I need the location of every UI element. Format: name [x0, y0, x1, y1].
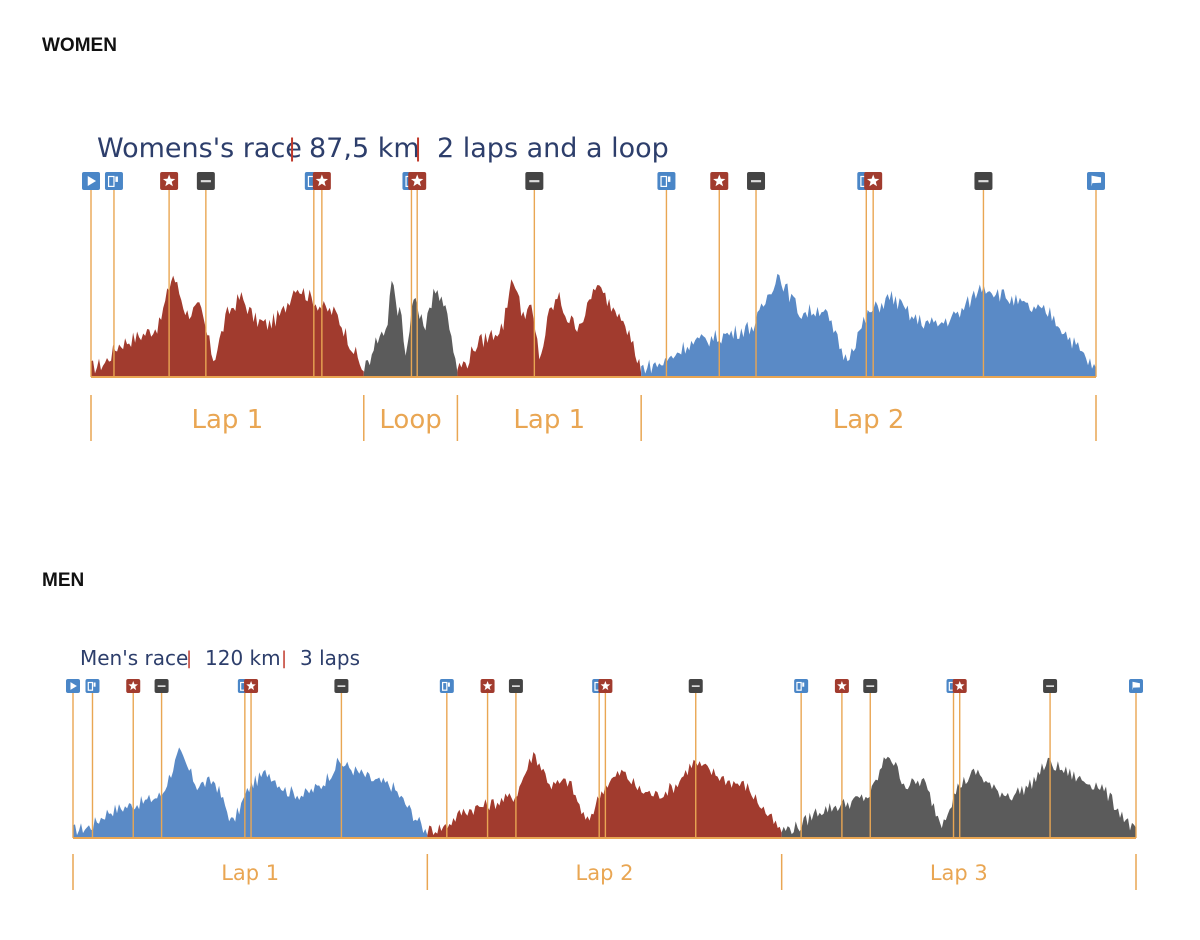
star-icon [952, 679, 967, 693]
women-segment-label: Loop [379, 405, 441, 435]
climb-1-icon [85, 679, 100, 693]
feed-icon [1043, 679, 1058, 693]
men-segment-label: Lap 3 [930, 861, 988, 885]
men-segment-label: Lap 1 [221, 861, 279, 885]
men-segment-label: Lap 2 [576, 861, 634, 885]
women-title: Womens's race | 87,5 km | 2 laps and a l… [97, 133, 669, 164]
star-icon [834, 679, 849, 693]
star-icon [408, 172, 427, 190]
men-title-separator-2: | [281, 648, 287, 669]
women-title-separator-2: | [414, 134, 422, 162]
men-title-separator-1: | [186, 648, 192, 669]
women-elevation-profile: Lap 1 Loop Lap 1 Lap 2 [82, 172, 1105, 441]
men-section-heading: MEN [42, 570, 85, 591]
star-icon [710, 172, 729, 190]
men-profile-area-3 [781, 756, 1136, 838]
women-profile-area-3 [457, 279, 642, 377]
feed-icon [863, 679, 878, 693]
men-race-distance: 120 km [205, 646, 281, 670]
feed-icon [154, 679, 169, 693]
women-race-laps: 2 laps and a loop [437, 133, 669, 164]
women-race-name: Womens's race [97, 133, 302, 164]
women-segment-label: Lap 1 [192, 405, 264, 435]
women-segment-label: Lap 1 [513, 405, 585, 435]
star-icon [598, 679, 613, 693]
men-title: Men's race | 120 km | 3 laps [80, 646, 360, 670]
climb-1-icon [104, 172, 123, 190]
star-icon [864, 172, 883, 190]
women-segment-label: Lap 2 [833, 405, 905, 435]
feed-icon [508, 679, 523, 693]
men-race-name: Men's race [80, 646, 188, 670]
star-icon [480, 679, 495, 693]
feed-icon [747, 172, 766, 190]
flag-icon [1087, 172, 1105, 190]
feed-icon [525, 172, 544, 190]
climb-1-icon [657, 172, 676, 190]
play-icon [66, 679, 80, 693]
women-section-heading: WOMEN [42, 35, 117, 56]
women-profile-area-2 [363, 280, 458, 377]
women-race-distance: 87,5 km [309, 133, 420, 164]
feed-icon [974, 172, 993, 190]
climb-1-icon [439, 679, 454, 693]
men-profile-area-1 [73, 747, 428, 838]
feed-icon [196, 172, 215, 190]
feed-icon [688, 679, 703, 693]
flag-icon [1129, 679, 1143, 693]
climb-1-icon [794, 679, 809, 693]
feed-icon [334, 679, 349, 693]
women-profile-area-1 [91, 275, 364, 377]
star-icon [126, 679, 141, 693]
women-profile-area-4 [641, 273, 1096, 377]
play-icon [82, 172, 100, 190]
men-race-laps: 3 laps [300, 646, 360, 670]
men-profile-area-2 [427, 752, 782, 838]
star-icon [160, 172, 179, 190]
star-icon [244, 679, 259, 693]
women-title-separator-1: | [288, 134, 296, 162]
men-elevation-profile: Lap 1 Lap 2 Lap 3 [66, 679, 1143, 890]
star-icon [312, 172, 331, 190]
